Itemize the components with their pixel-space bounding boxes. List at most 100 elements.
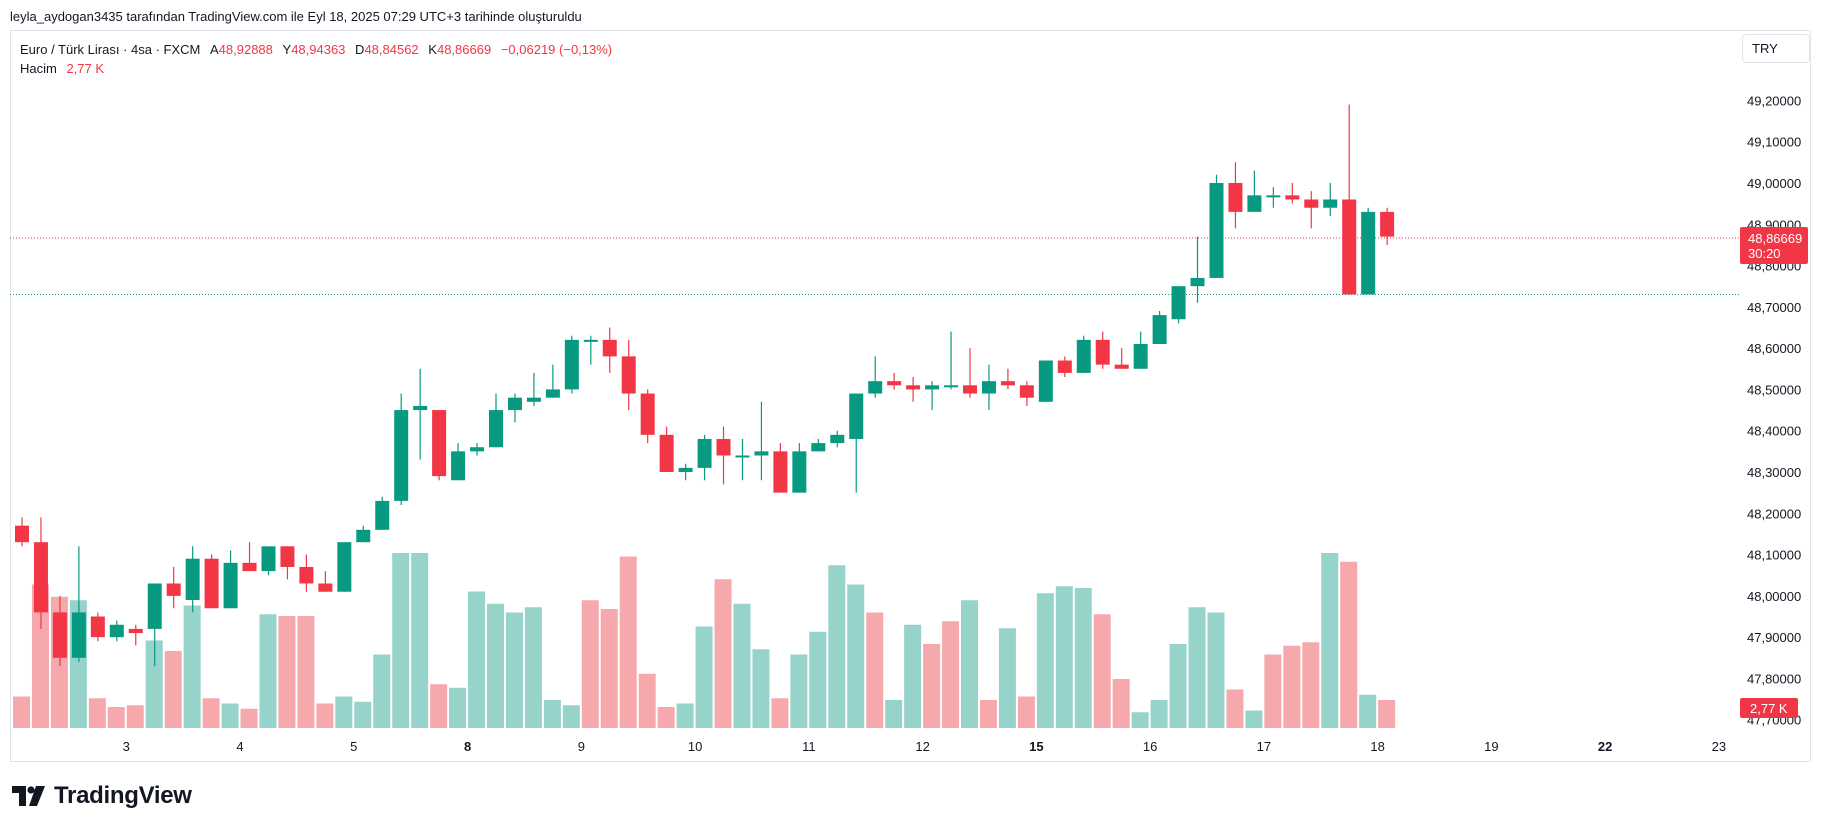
volume-bar	[240, 708, 258, 728]
volume-bar	[335, 696, 353, 728]
volume-bar	[923, 644, 941, 728]
time-tick-label: 5	[350, 739, 357, 754]
candle-body	[356, 529, 371, 543]
symbol-title[interactable]: Euro / Türk Lirası · 4sa · FXCM	[20, 42, 201, 57]
candle-body	[242, 562, 257, 572]
candle	[583, 335, 598, 365]
candle	[1342, 104, 1357, 295]
volume-bar	[1283, 645, 1301, 728]
volume-bar	[278, 616, 296, 728]
candle-body	[678, 467, 693, 472]
chart-legend: Euro / Türk Lirası · 4sa · FXCM A48,9288…	[20, 40, 612, 78]
candle	[1247, 170, 1262, 212]
candle-body	[128, 628, 143, 634]
candle-body	[944, 385, 959, 388]
candle-body	[1038, 360, 1053, 402]
candle-body	[299, 566, 314, 584]
candle	[413, 368, 428, 460]
volume-bar	[771, 698, 789, 728]
price-tick-label: 48,60000	[1747, 341, 1801, 356]
volume-bar	[847, 584, 865, 728]
time-tick-label: 10	[688, 739, 702, 754]
ohlc-row: Euro / Türk Lirası · 4sa · FXCM A48,9288…	[20, 40, 612, 59]
currency-button[interactable]: TRY	[1742, 34, 1810, 63]
candle	[1057, 356, 1072, 378]
candle-body	[849, 393, 864, 439]
volume-bar	[107, 707, 125, 728]
candle	[1152, 310, 1167, 344]
volume-bar	[31, 584, 49, 728]
price-tick-label: 48,50000	[1747, 382, 1801, 397]
candle	[242, 542, 257, 572]
candle	[1380, 207, 1395, 245]
candle	[470, 443, 485, 456]
volume-bar	[1036, 593, 1054, 728]
candle	[545, 364, 560, 398]
candle	[602, 327, 617, 373]
volume-bar	[13, 696, 30, 728]
volume-bar	[543, 700, 561, 728]
tradingview-logo-text: TradingView	[54, 782, 192, 809]
candle-body	[489, 410, 503, 448]
price-tick-label: 49,20000	[1747, 93, 1801, 108]
volume-bar	[961, 600, 978, 728]
high-value: 48,94363	[291, 42, 346, 57]
candle-body	[583, 339, 598, 342]
volume-bar	[221, 703, 239, 728]
volume-bar	[562, 705, 580, 728]
volume-bar	[202, 698, 220, 728]
volume-bar	[695, 626, 713, 728]
candle	[773, 443, 788, 493]
candle	[1114, 348, 1129, 369]
price-tick-label: 48,40000	[1747, 424, 1801, 439]
time-axis[interactable]: 3 4 5 8 9 10 11 12 15 16 17 18 19 22 23	[123, 739, 1726, 754]
candle-body	[1247, 195, 1262, 212]
candle-body	[545, 389, 560, 398]
candle-body	[906, 385, 921, 390]
volume-bar	[392, 553, 410, 728]
volume-bar	[145, 640, 163, 728]
volume-badge-text: 2,77 K	[1750, 701, 1788, 716]
volume-bar	[866, 612, 884, 728]
candle-body	[868, 381, 883, 394]
candle-body	[52, 612, 67, 658]
volume-bar	[1302, 642, 1320, 728]
candle-body	[1266, 195, 1281, 198]
volume-bar	[790, 654, 808, 728]
time-tick-label: 12	[915, 739, 929, 754]
time-tick-label: 3	[123, 739, 130, 754]
volume-bar	[373, 654, 391, 728]
price-tick-label: 48,10000	[1747, 548, 1801, 563]
candle-body	[754, 451, 769, 456]
volume-bar	[1359, 694, 1377, 728]
volume-bar	[676, 703, 694, 728]
time-tick-label: 18	[1370, 739, 1384, 754]
candle-body	[71, 612, 86, 658]
tradingview-logo[interactable]: TradingView	[12, 782, 192, 810]
candle-body	[811, 443, 826, 452]
volume-bar	[1378, 700, 1396, 728]
price-lines	[10, 237, 1740, 295]
candle-body	[33, 542, 48, 613]
candle-body	[716, 438, 731, 456]
candle-body	[109, 624, 124, 638]
price-tick-label: 49,00000	[1747, 176, 1801, 191]
candle-body	[261, 546, 276, 572]
candle	[830, 430, 845, 448]
candle	[849, 393, 864, 493]
volume-bar	[1207, 612, 1225, 728]
volume-bar	[411, 553, 429, 728]
candle	[299, 554, 314, 592]
candle	[109, 620, 124, 642]
candle	[659, 426, 674, 472]
volume-bar	[1321, 553, 1339, 728]
candle	[1133, 331, 1148, 369]
volume-label[interactable]: Hacim	[20, 61, 57, 76]
time-tick-label: 23	[1712, 739, 1726, 754]
price-axis[interactable]: 49,2000049,1000049,0000048,9000048,80000…	[1747, 93, 1801, 727]
volume-bar	[619, 556, 637, 728]
candle-body	[1095, 339, 1110, 365]
candle	[1038, 360, 1053, 402]
candle-body	[394, 410, 409, 501]
candle-body	[318, 583, 333, 592]
